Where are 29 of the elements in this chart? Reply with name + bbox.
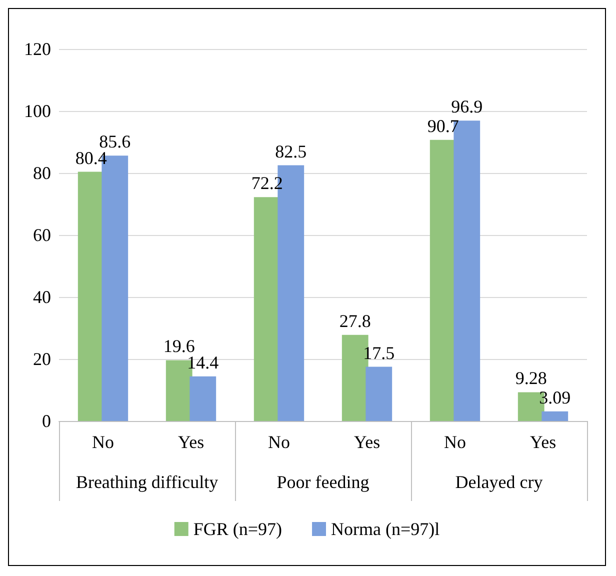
data-label: 72.2 <box>251 173 283 194</box>
text: Poor feeding <box>276 472 370 492</box>
data-label: 96.9 <box>451 96 483 117</box>
y-tick-label: 40 <box>33 287 51 307</box>
data-label: 17.5 <box>363 342 395 363</box>
data-label: 9.28 <box>515 368 547 388</box>
y-tick-label: 100 <box>24 101 51 121</box>
y-tick-label: 80 <box>33 163 51 183</box>
y-tick-label: 120 <box>24 39 51 59</box>
data-label: 90.7 <box>427 116 459 136</box>
x-tick-label: Yes <box>354 432 380 452</box>
legend-label: FGR (n=97) <box>193 519 282 539</box>
bar <box>190 376 216 421</box>
bar <box>542 411 568 421</box>
bar <box>366 366 392 421</box>
x-tick-label: Yes <box>530 432 556 452</box>
legend-label: Norma (n=97)l <box>331 519 440 539</box>
y-tick-label: 60 <box>33 225 51 245</box>
x-tick-label: No <box>444 432 466 452</box>
data-label: 3.09 <box>539 387 571 408</box>
data-label: 82.5 <box>275 141 307 162</box>
text: Delayed cry <box>455 472 543 492</box>
data-label: 27.8 <box>339 310 371 331</box>
y-tick-label: 0 <box>42 411 51 431</box>
y-tick-label: 20 <box>33 349 51 369</box>
text: Breathing difficulty <box>76 472 218 492</box>
x-tick-label: Yes <box>178 432 204 452</box>
x-tick-label: No <box>268 432 290 452</box>
x-tick-label: No <box>92 432 114 452</box>
